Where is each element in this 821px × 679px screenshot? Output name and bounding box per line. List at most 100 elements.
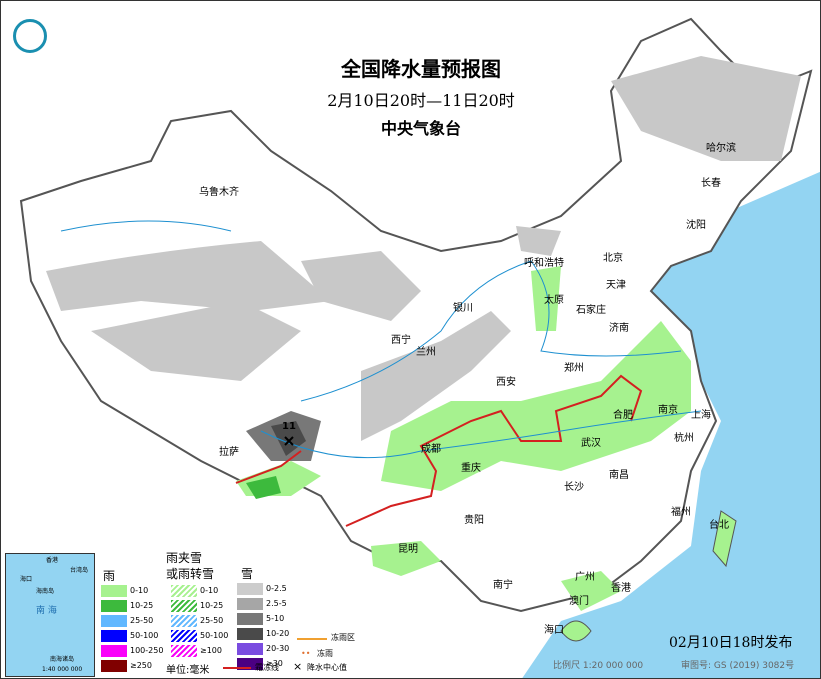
inset-sea-label: 南 海 [36, 606, 57, 616]
city-label: 银川 [453, 303, 473, 314]
legend-label: 10-25 [130, 601, 154, 610]
map-scale: 比例尺 1:20 000 000 [553, 661, 644, 671]
legend-swatch [101, 660, 127, 672]
frost-line [235, 374, 643, 527]
city-label: 沈阳 [686, 220, 706, 231]
city-label: 郑州 [564, 363, 584, 374]
legend-swatch [171, 585, 197, 597]
precip-center-value: 11 [282, 421, 296, 432]
legend-label: 2.5-5 [266, 599, 287, 608]
legend-label: 25-50 [130, 616, 154, 625]
legend-label: ≥100 [200, 646, 222, 655]
legend-sleet-title2: 或雨转雪 [166, 567, 215, 581]
city-label: 呼和浩特 [524, 258, 564, 269]
rain-10-25-area [246, 476, 281, 499]
legend-label: 10-25 [200, 601, 224, 610]
legend-freezing-rain: 冻雨 [317, 649, 333, 658]
legend-swatch [237, 613, 263, 625]
legend-swatch [101, 645, 127, 657]
city-label: 广州 [575, 572, 595, 583]
legend-label: 50-100 [200, 631, 229, 640]
legend-label: ≥30 [266, 659, 283, 668]
city-label: 成都 [421, 444, 441, 455]
legend-label: 50-100 [130, 631, 159, 640]
city-label: 福州 [671, 507, 691, 518]
legend-swatch [101, 585, 127, 597]
city-label: 济南 [609, 323, 629, 334]
city-label: 北京 [603, 253, 623, 264]
city-label: 重庆 [461, 463, 481, 474]
inset-scale: 1:40 000 000 [42, 666, 83, 673]
city-label: 昆明 [398, 544, 418, 555]
legend-swatch [237, 598, 263, 610]
snow-10-20-area [271, 421, 306, 456]
legend-swatch [171, 630, 197, 642]
legend-rain-title: 雨 [103, 569, 116, 583]
city-label: 南昌 [609, 470, 629, 481]
inset-label: 海南岛 [36, 588, 55, 595]
issue-time: 02月10日18时发布 [669, 635, 793, 651]
city-label: 长春 [701, 178, 721, 189]
city-label: 西安 [496, 377, 516, 388]
issuer: 中央气象台 [380, 119, 462, 138]
freezing-rain-icon: •• [301, 649, 311, 658]
rain-0-10-areas [236, 266, 691, 611]
legend-swatch [171, 645, 197, 657]
legend-swatch [171, 600, 197, 612]
legend-freezing-rain-area: 冻雨区 [331, 633, 355, 642]
city-label: 长沙 [564, 482, 584, 493]
city-label: 香港 [611, 583, 631, 594]
forecast-period: 2月10日20时—11日20时 [327, 91, 515, 110]
map-title: 全国降水量预报图 [341, 57, 501, 81]
inset-label: 香港 [46, 557, 59, 564]
legend-label: 100-250 [130, 646, 164, 655]
city-label: 太原 [544, 295, 564, 306]
legend-swatch [101, 600, 127, 612]
precip-center-marker [284, 436, 294, 446]
legend-frost-line: 霜冻线 [255, 663, 279, 672]
legend-label: 20-30 [266, 644, 290, 653]
legend-label: 5-10 [266, 614, 285, 623]
legend-snow-title: 雪 [241, 567, 254, 581]
legend-label: 0-2.5 [266, 584, 287, 593]
sea-area [522, 171, 820, 678]
snow-areas [46, 56, 801, 441]
city-label: 杭州 [674, 433, 694, 444]
legend-sleet-title: 雨夹雪 [166, 551, 203, 565]
city-label: 天津 [606, 280, 626, 291]
legend-label: 10-20 [266, 629, 290, 638]
city-label: 合肥 [613, 410, 633, 421]
city-label: 南京 [658, 405, 678, 416]
city-label: 贵阳 [464, 515, 484, 526]
legend-label: 0-10 [130, 586, 149, 595]
legend-label: 0-10 [200, 586, 219, 595]
city-label: 南宁 [493, 580, 513, 591]
city-label: 石家庄 [576, 305, 606, 316]
frost-line-swatch [223, 667, 251, 669]
inset-label: 台湾岛 [70, 567, 89, 574]
approval-number: 审图号: GS (2019) 3082号 [681, 661, 795, 671]
city-label: 澳门 [569, 596, 589, 607]
taiwan-island [712, 510, 737, 568]
legend-swatch [237, 583, 263, 595]
legend-label: ≥250 [130, 661, 152, 670]
legend-swatch [237, 643, 263, 655]
city-label: 海口 [544, 625, 564, 636]
legend-swatch [171, 615, 197, 627]
city-label: 上海 [691, 410, 711, 421]
inset-label: 海口 [20, 576, 33, 583]
city-label: 哈尔滨 [706, 143, 736, 154]
cma-logo [13, 19, 47, 53]
legend-center-value: 降水中心值 [307, 663, 347, 672]
legend-unit: 单位:毫米 [166, 665, 210, 676]
city-label: 乌鲁木齐 [199, 187, 239, 198]
city-label: 武汉 [581, 438, 601, 449]
city-label: 台北 [709, 520, 729, 531]
freezing-rain-area-swatch [297, 638, 327, 640]
legend-label: 25-50 [200, 616, 224, 625]
legend-swatch [101, 630, 127, 642]
south-china-sea-inset: 南 海 香港 台湾岛 海口 海南岛 南海诸岛 1:40 000 000 [5, 553, 95, 677]
legend-swatch [101, 615, 127, 627]
